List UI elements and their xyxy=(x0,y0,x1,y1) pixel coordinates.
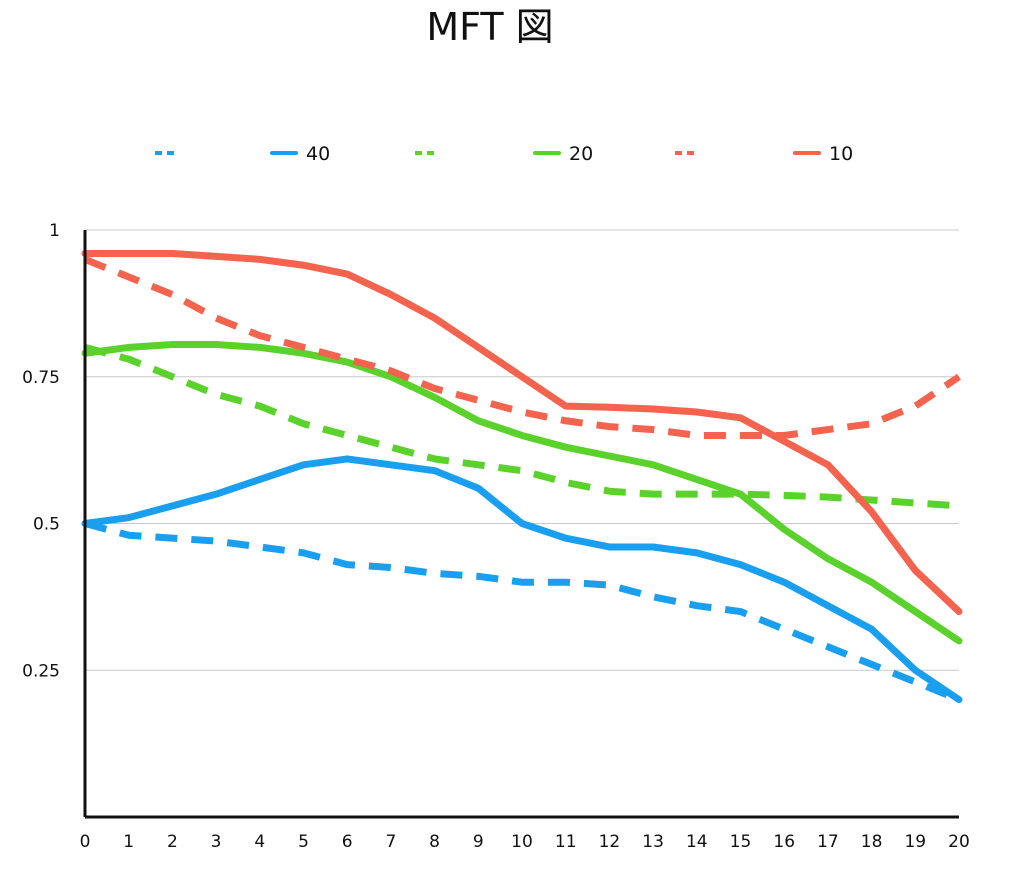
x-tick-label: 5 xyxy=(298,832,309,852)
x-tick-label: 3 xyxy=(211,832,222,852)
solid-series-line-40 xyxy=(81,455,963,704)
x-tick-label: 16 xyxy=(773,832,795,852)
x-tick-label: 19 xyxy=(904,832,926,852)
series-lines xyxy=(81,249,963,704)
legend-label: 10 xyxy=(829,143,853,165)
x-tick-label: 18 xyxy=(861,832,883,852)
y-tick-label: 0.25 xyxy=(22,661,60,681)
x-tick-label: 13 xyxy=(642,832,664,852)
x-tick-label: 8 xyxy=(429,832,440,852)
legend: 40 20 10 xyxy=(155,143,853,165)
x-tick-label: 2 xyxy=(167,832,178,852)
dashed-series-line xyxy=(84,520,961,703)
x-tick-label: 11 xyxy=(555,832,577,852)
x-tick-label: 12 xyxy=(599,832,621,852)
x-tick-label: 20 xyxy=(948,832,970,852)
x-tick-label: 14 xyxy=(686,832,708,852)
y-tick-label: 0.75 xyxy=(22,368,60,388)
x-tick-label: 7 xyxy=(385,832,396,852)
x-tick-label: 4 xyxy=(254,832,265,852)
y-tick-label: 0.5 xyxy=(33,515,60,535)
x-tick-label: 1 xyxy=(123,832,134,852)
x-tick-label: 17 xyxy=(817,832,839,852)
chart-title: MFT 図 xyxy=(426,5,553,49)
dashed-series-line xyxy=(84,344,960,510)
y-tick-label: 1 xyxy=(49,221,60,241)
x-tick-label: 0 xyxy=(80,832,91,852)
x-tick-label: 15 xyxy=(730,832,752,852)
x-tick-label: 9 xyxy=(473,832,484,852)
solid-series-line-10 xyxy=(81,249,963,616)
dashed-series-line xyxy=(83,256,961,439)
legend-label: 40 xyxy=(306,143,330,165)
legend-label: 20 xyxy=(569,143,593,165)
x-tick-label: 10 xyxy=(511,832,533,852)
solid-series-line-20 xyxy=(81,340,963,645)
x-tick-label: 6 xyxy=(342,832,353,852)
